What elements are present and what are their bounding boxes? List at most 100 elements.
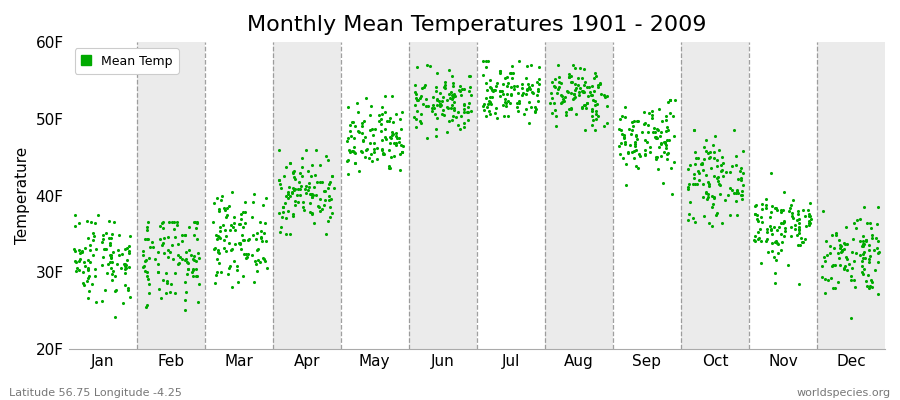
- Point: [552, 79, 566, 85]
- Point: [456, 106, 471, 112]
- Point: [871, 249, 886, 256]
- Point: [544, 95, 559, 101]
- Point: [688, 127, 702, 134]
- Point: [442, 118, 456, 124]
- Point: [482, 108, 497, 114]
- Point: [868, 235, 883, 241]
- Point: [98, 230, 112, 236]
- Point: [804, 216, 818, 222]
- Point: [861, 246, 876, 253]
- Point: [179, 255, 194, 262]
- Point: [410, 108, 425, 114]
- Point: [714, 162, 728, 168]
- Point: [522, 84, 536, 91]
- Point: [511, 97, 526, 104]
- Point: [464, 108, 479, 114]
- Point: [764, 240, 778, 246]
- Point: [777, 219, 791, 226]
- Point: [723, 212, 737, 218]
- Point: [832, 255, 846, 262]
- Point: [163, 289, 177, 296]
- Point: [654, 140, 669, 147]
- Point: [275, 204, 290, 211]
- Point: [83, 259, 97, 266]
- Point: [840, 256, 854, 262]
- Point: [245, 214, 259, 220]
- Point: [317, 188, 331, 194]
- Point: [554, 92, 568, 98]
- Point: [791, 242, 806, 248]
- Point: [567, 90, 581, 97]
- Point: [612, 126, 626, 132]
- Point: [755, 200, 770, 207]
- Y-axis label: Temperature: Temperature: [15, 147, 30, 244]
- Point: [633, 153, 647, 160]
- Point: [139, 304, 153, 311]
- Point: [408, 88, 422, 95]
- Point: [282, 195, 296, 202]
- Point: [84, 219, 98, 225]
- Point: [121, 284, 135, 291]
- Point: [593, 80, 608, 87]
- Point: [319, 231, 333, 237]
- Point: [710, 162, 724, 169]
- Point: [140, 219, 155, 226]
- Point: [285, 170, 300, 176]
- Point: [272, 176, 286, 183]
- Point: [639, 139, 653, 146]
- Point: [138, 236, 152, 242]
- Point: [422, 62, 436, 69]
- Point: [236, 237, 250, 243]
- Point: [436, 106, 450, 113]
- Point: [219, 233, 233, 240]
- Point: [411, 97, 426, 103]
- Point: [370, 156, 384, 162]
- Point: [654, 129, 669, 136]
- Point: [518, 75, 533, 82]
- Point: [277, 172, 292, 179]
- Point: [704, 164, 718, 171]
- Point: [557, 97, 572, 104]
- Point: [852, 216, 867, 222]
- Point: [517, 110, 531, 117]
- Point: [95, 232, 110, 238]
- Point: [834, 248, 849, 254]
- Point: [857, 204, 871, 210]
- Point: [418, 82, 433, 88]
- Point: [408, 82, 422, 88]
- Point: [575, 105, 590, 111]
- Point: [81, 294, 95, 301]
- Point: [613, 151, 627, 157]
- Point: [323, 195, 338, 202]
- Point: [549, 123, 563, 129]
- Point: [616, 132, 631, 138]
- Point: [392, 167, 407, 174]
- Point: [81, 265, 95, 272]
- Point: [106, 249, 121, 256]
- Point: [748, 238, 762, 244]
- Point: [366, 132, 381, 139]
- Point: [284, 231, 298, 237]
- Point: [753, 226, 768, 232]
- Point: [562, 74, 577, 80]
- Point: [395, 148, 410, 155]
- Point: [641, 122, 655, 128]
- Point: [655, 118, 670, 124]
- Point: [500, 74, 515, 80]
- Point: [759, 202, 773, 208]
- Point: [154, 242, 168, 248]
- Point: [791, 208, 806, 214]
- Point: [751, 215, 765, 222]
- Point: [416, 101, 430, 107]
- Point: [789, 216, 804, 223]
- Point: [120, 244, 134, 251]
- Point: [530, 79, 544, 86]
- Point: [568, 94, 582, 100]
- Point: [148, 256, 162, 263]
- Point: [186, 257, 201, 264]
- Point: [784, 233, 798, 240]
- Point: [212, 234, 227, 240]
- Point: [436, 83, 451, 90]
- Point: [428, 132, 443, 139]
- Point: [303, 191, 318, 197]
